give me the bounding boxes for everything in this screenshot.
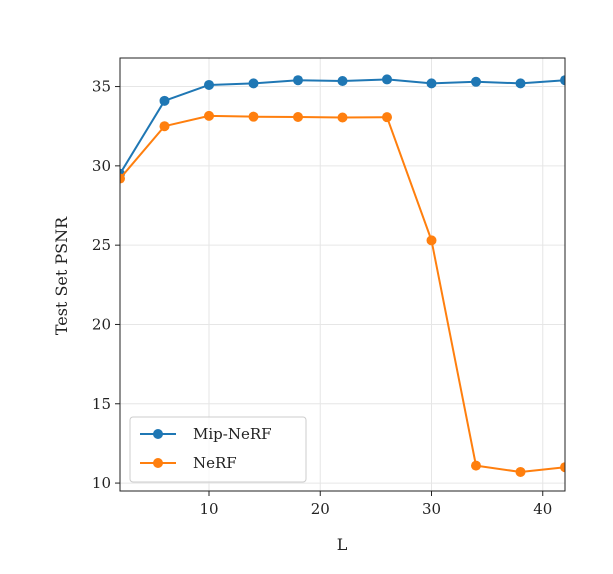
legend-label-nerf: NeRF: [193, 454, 237, 472]
y-tick-label: 25: [92, 236, 111, 254]
legend-marker-mip-nerf: [153, 429, 163, 439]
data-point-nerf: [515, 466, 526, 477]
series-mip-nerf: [120, 74, 565, 179]
data-point-mip-nerf: [159, 95, 170, 106]
data-point-mip-nerf: [204, 79, 214, 90]
data-point-nerf: [382, 112, 392, 123]
y-axis-label: Test Set PSNR: [52, 216, 71, 335]
y-tick-label: 30: [92, 157, 111, 175]
y-tick-label: 15: [92, 395, 111, 413]
data-point-nerf: [120, 173, 125, 184]
data-point-nerf: [426, 235, 437, 246]
legend: Mip-NeRF NeRF: [129, 416, 307, 483]
data-point-nerf: [471, 460, 481, 471]
axis-ticks: 10 20 30 40 10 15 20 25 30 35: [92, 78, 552, 518]
plot-series: [120, 74, 565, 477]
data-point-nerf: [204, 110, 214, 121]
data-point-nerf: [159, 121, 170, 132]
data-point-mip-nerf: [337, 75, 348, 86]
data-point-mip-nerf: [560, 75, 565, 86]
x-tick-label: 40: [533, 500, 552, 518]
plot-frame: [119, 57, 566, 492]
data-point-mip-nerf: [293, 75, 303, 86]
data-point-mip-nerf: [426, 78, 437, 89]
x-tick-label: 10: [199, 500, 218, 518]
x-tick-label: 20: [311, 500, 330, 518]
y-tick-label: 35: [92, 78, 111, 96]
y-tick-label: 20: [92, 315, 111, 333]
data-point-mip-nerf: [248, 78, 259, 89]
legend-label-mip-nerf: Mip-NeRF: [193, 425, 272, 443]
data-point-nerf: [337, 112, 348, 123]
data-point-nerf: [293, 112, 303, 123]
data-point-nerf: [248, 111, 259, 122]
data-point-mip-nerf: [471, 76, 481, 87]
series-nerf: [120, 110, 565, 477]
y-tick-label: 10: [92, 474, 111, 492]
series-line-mip-nerf: [120, 78, 565, 175]
legend-marker-nerf: [153, 458, 163, 468]
x-tick-label: 30: [422, 500, 441, 518]
data-point-mip-nerf: [382, 74, 392, 85]
grid: [120, 58, 565, 491]
data-point-nerf: [560, 462, 565, 473]
x-axis-label: L: [337, 535, 348, 554]
data-point-mip-nerf: [515, 78, 526, 89]
